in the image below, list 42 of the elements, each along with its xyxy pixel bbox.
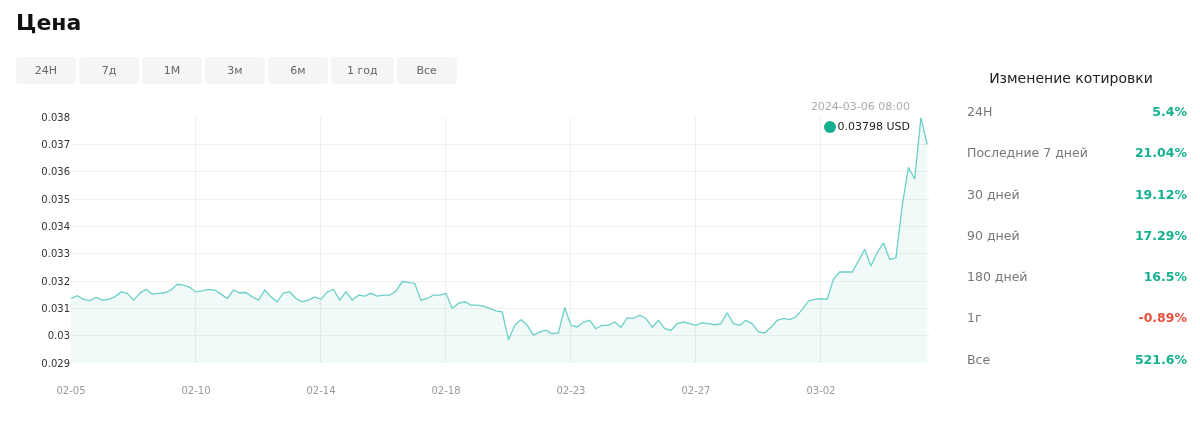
text: 24H xyxy=(16,57,76,84)
text: 1 год xyxy=(331,57,394,84)
text: Все xyxy=(396,57,457,84)
y-tick-label: 0.03 xyxy=(47,330,70,342)
category-label: 1г xyxy=(967,310,982,328)
category-label: 30 дней xyxy=(967,186,1020,204)
x-tick-label: 02-10 xyxy=(181,385,211,396)
category-label: 90 дней xyxy=(967,227,1020,245)
category-label: Последние 7 дней xyxy=(967,145,1088,163)
text: 1М xyxy=(142,57,202,84)
data-label: -0.89% xyxy=(1138,310,1187,328)
annotation: 0.03798 USD xyxy=(837,120,910,133)
text: 6м xyxy=(268,57,328,84)
data-label: 5.4% xyxy=(1152,104,1187,121)
y-tick-label: 0.031 xyxy=(41,302,70,314)
data-label: 16.5% xyxy=(1143,269,1187,287)
data-label: 521.6% xyxy=(1134,351,1187,369)
x-tick-label: 02-18 xyxy=(431,385,461,396)
category-label: 180 дней xyxy=(967,269,1028,287)
text: 7д xyxy=(79,57,139,84)
y-tick-label: 0.037 xyxy=(41,138,70,150)
x-tick-label: 02-14 xyxy=(306,385,336,396)
y-tick-label: 0.033 xyxy=(41,248,70,260)
data-label: 19.12% xyxy=(1134,186,1187,204)
y-tick-label: 0.032 xyxy=(41,275,70,287)
category-label: 24H xyxy=(967,104,993,121)
text: 3м xyxy=(205,57,265,84)
y-tick-label: 0.038 xyxy=(41,111,70,123)
text: 2024-03-06 08:00 xyxy=(809,100,910,113)
x-tick-label: 02-27 xyxy=(681,385,711,396)
y-tick-label: 0.034 xyxy=(41,220,70,232)
y-tick-label: 0.029 xyxy=(41,357,70,369)
data-label: 21.04% xyxy=(1134,145,1187,163)
x-tick-label: 02-05 xyxy=(56,385,86,396)
x-tick-label: 02-23 xyxy=(556,385,586,396)
y-tick-label: 0.035 xyxy=(41,193,70,205)
x-tick-label: 03-02 xyxy=(806,385,836,396)
data-label: 17.29% xyxy=(1134,227,1187,245)
y-tick-label: 0.036 xyxy=(41,166,70,178)
chart-title: Цена xyxy=(16,10,82,35)
text: Изменение котировки xyxy=(988,70,1154,86)
category-label: Все xyxy=(967,351,991,369)
